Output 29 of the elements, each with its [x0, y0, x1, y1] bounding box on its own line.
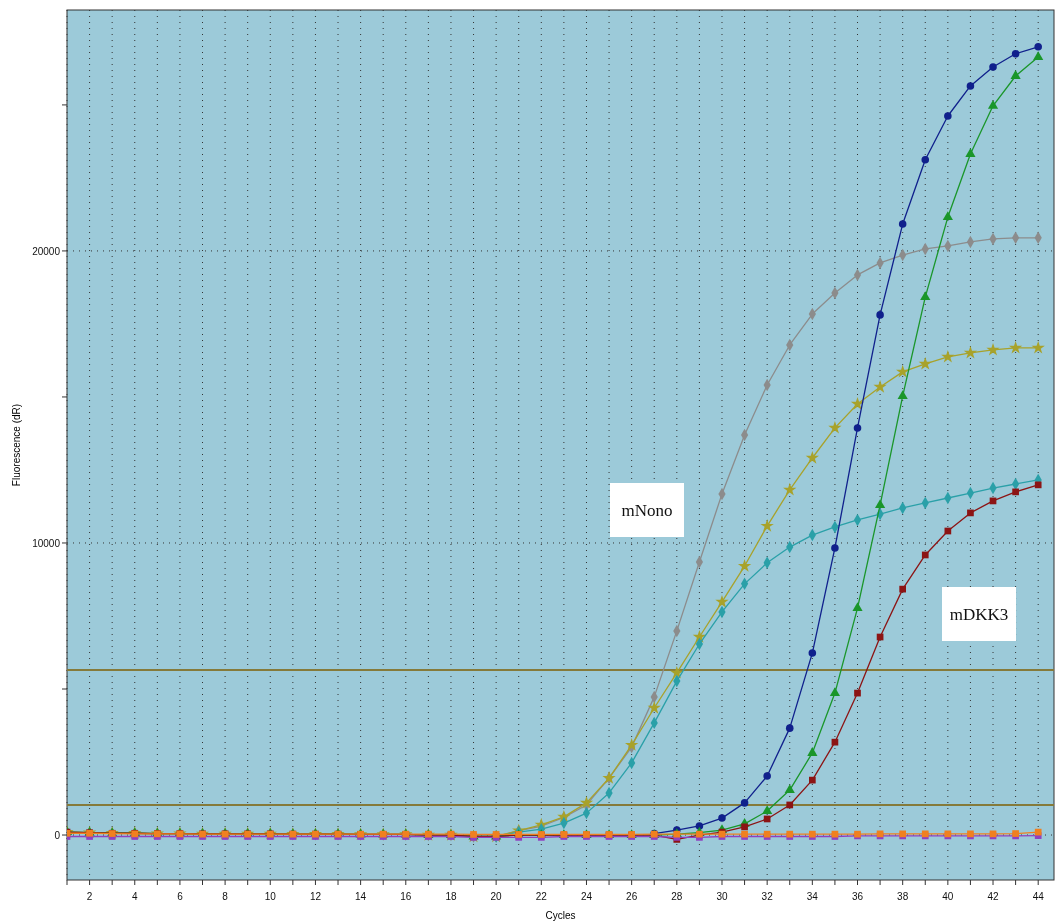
x-tick-label: 10	[264, 891, 277, 902]
x-tick-label: 24	[580, 891, 593, 902]
y-tick-label: 10000	[32, 537, 61, 549]
x-tick-label: 38	[897, 891, 909, 902]
y-axis-title: Fluorescence (dR)	[11, 403, 22, 487]
x-tick-label: 16	[400, 891, 412, 902]
x-tick-label: 32	[761, 891, 774, 902]
x-tick-label: 4	[131, 891, 138, 902]
annotation: mDKK3	[949, 605, 1009, 624]
x-tick-label: 2	[86, 891, 93, 902]
x-tick-label: 14	[355, 891, 367, 902]
x-tick-label: 28	[671, 891, 683, 902]
x-tick-label: 6	[177, 891, 184, 902]
y-tick-label: 20000	[32, 245, 61, 257]
x-tick-label: 12	[309, 891, 322, 902]
x-tick-label: 26	[626, 891, 638, 902]
annotation: mNono	[621, 501, 673, 520]
x-tick-label: 44	[1032, 891, 1045, 902]
x-tick-label: 42	[987, 891, 1000, 902]
x-axis-title: Cycles	[545, 910, 576, 921]
x-tick-label: 22	[535, 891, 548, 902]
x-tick-label: 18	[445, 891, 457, 902]
x-tick-label: 34	[806, 891, 819, 902]
x-tick-label: 30	[716, 891, 728, 902]
x-tick-label: 36	[851, 891, 864, 902]
x-tick-label: 40	[942, 891, 954, 902]
x-tick-label: 8	[222, 891, 229, 902]
y-tick-label: 0	[54, 830, 61, 842]
x-tick-label: 20	[490, 891, 503, 902]
